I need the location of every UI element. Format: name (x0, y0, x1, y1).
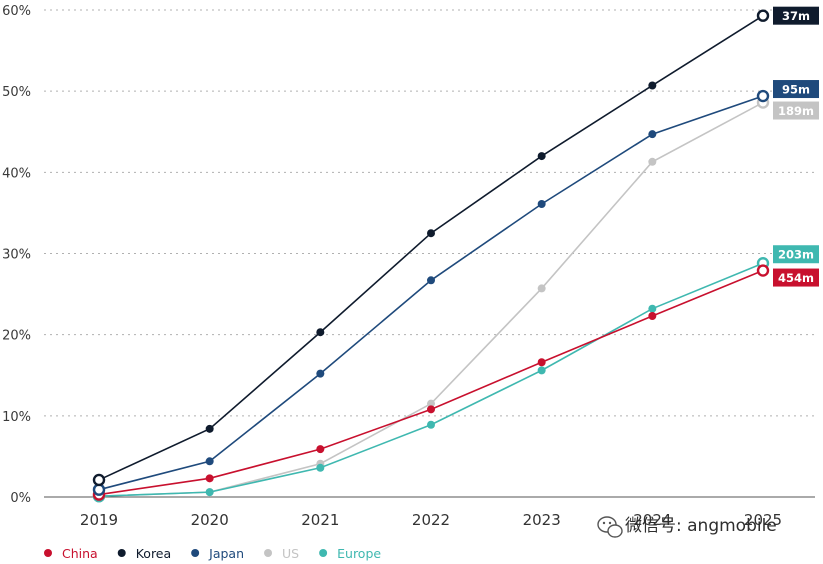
end-label-japan: 95m (773, 80, 819, 99)
y-tick-label: 20% (2, 329, 31, 344)
end-label-text: 203m (778, 248, 814, 262)
legend-item-china: China (44, 546, 98, 561)
series-us (92, 96, 770, 503)
legend-swatch (117, 549, 126, 557)
legend-item-us: US (264, 546, 299, 561)
x-tick-label: 2023 (523, 511, 561, 529)
end-label-europe: 203m (773, 245, 819, 264)
data-point (537, 199, 546, 208)
y-tick-label: 30% (2, 248, 31, 263)
data-point (648, 311, 657, 320)
end-label-text: 454m (778, 271, 814, 285)
data-point (205, 424, 214, 433)
legend: China Korea Japan US Europe (44, 546, 381, 561)
gridlines (44, 9, 815, 417)
data-point (205, 457, 214, 466)
data-point (537, 152, 546, 161)
data-point-marker (756, 89, 770, 103)
watermark-text: 微信号: angmobile (625, 516, 777, 536)
end-label-box (773, 80, 819, 99)
end-label-box (773, 101, 819, 120)
legend-item-korea: Korea (117, 546, 171, 561)
data-point (427, 229, 435, 238)
end-label-us: 189m (773, 101, 819, 120)
series-line (98, 262, 764, 497)
legend-label: Japan (208, 546, 244, 561)
data-point (316, 445, 325, 454)
legend-swatch (44, 549, 52, 557)
x-tick-label: 2025 (744, 511, 782, 529)
data-point (648, 157, 657, 166)
data-point (205, 474, 214, 483)
legend-item-japan: Japan (191, 546, 244, 561)
data-point (205, 488, 214, 497)
y-tick-label: 50% (2, 85, 31, 100)
data-point (648, 81, 657, 90)
end-label-text: 189m (778, 104, 814, 118)
end-label-korea: 37m (773, 6, 819, 25)
legend-item-europe: Europe (319, 546, 381, 561)
data-point (427, 420, 435, 429)
y-tick-label: 40% (2, 166, 31, 181)
end-label-box (773, 245, 819, 264)
legend-label: US (282, 546, 299, 561)
watermark: 微信号: angmobile (597, 516, 777, 538)
end-label-china: 454m (773, 268, 819, 287)
series-korea (92, 9, 770, 487)
legend-label: Europe (337, 546, 381, 561)
wechat-icon (597, 516, 623, 538)
data-point (316, 369, 325, 378)
end-label-box (773, 268, 819, 287)
data-point-marker (92, 483, 106, 496)
y-tick-label: 10% (2, 410, 31, 425)
series-japan (92, 89, 770, 496)
end-label-text: 95m (782, 83, 810, 97)
y-tick-label: 60% (2, 4, 31, 19)
y-tick-label: 0% (10, 491, 31, 506)
end-label-box (773, 6, 819, 25)
data-point (648, 130, 657, 139)
data-point (648, 304, 657, 313)
legend-swatch (264, 549, 273, 557)
x-tick-label: 2019 (80, 511, 118, 529)
data-point (316, 463, 325, 472)
data-point (427, 405, 435, 414)
legend-label: Korea (136, 546, 171, 561)
end-labels: 37m 95m 189m 203m 454m (773, 6, 819, 287)
legend-swatch (191, 549, 200, 557)
x-axis-ticks: 2019 2020 2021 2022 2023 2024 2025 (80, 511, 782, 529)
data-point-marker (756, 9, 770, 22)
x-tick-label: 2024 (633, 511, 671, 529)
data-point (537, 358, 546, 367)
x-tick-label: 2021 (301, 511, 339, 529)
data-point-marker (92, 473, 106, 487)
data-point (537, 366, 546, 375)
legend-label: China (62, 546, 98, 561)
data-point (427, 276, 435, 285)
data-point (537, 284, 546, 293)
data-point (316, 328, 325, 337)
y-axis-ticks: 0% 10% 20% 30% 40% 50% 60% (2, 4, 31, 506)
data-point (427, 399, 435, 408)
legend-swatch (319, 549, 328, 557)
data-point-marker (756, 264, 770, 277)
end-label-text: 37m (782, 9, 810, 23)
series-lines (92, 9, 770, 503)
x-tick-label: 2020 (191, 511, 229, 529)
series-line (98, 101, 764, 497)
x-tick-label: 2022 (412, 511, 450, 529)
